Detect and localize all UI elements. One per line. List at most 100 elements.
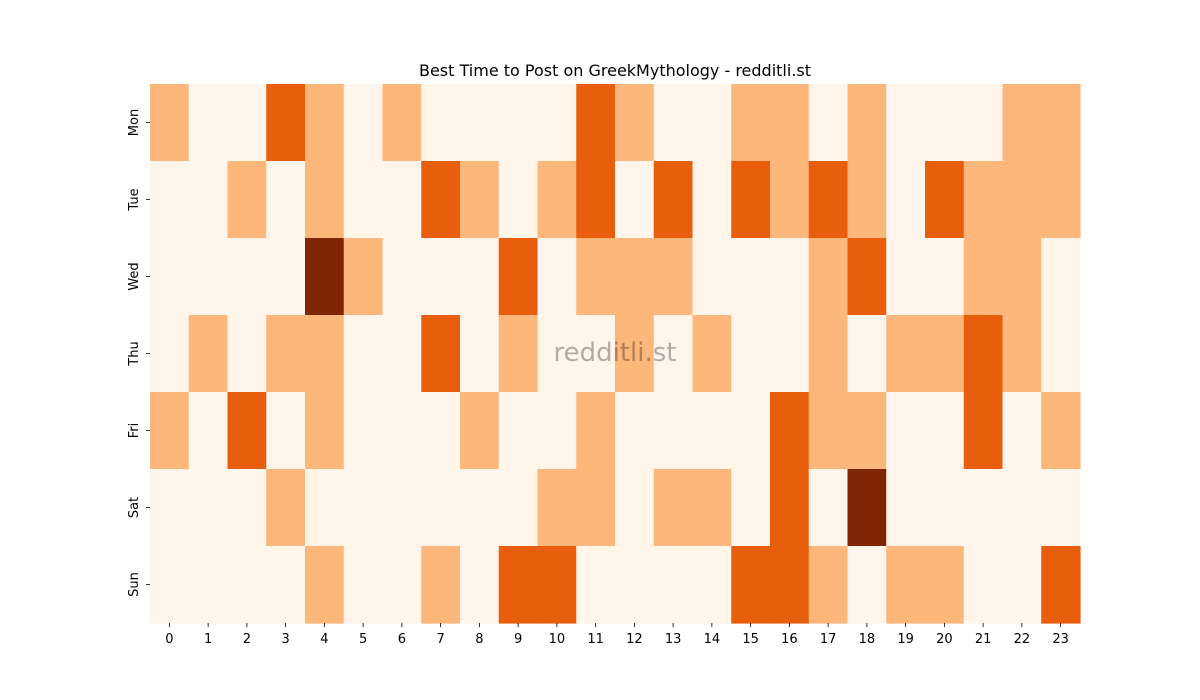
heatmap-cell-Sat-6: [382, 469, 422, 547]
heatmap-cell-Mon-13: [653, 84, 694, 162]
heatmap-cell-Sun-8: [460, 546, 500, 624]
heatmap-cell-Sat-2: [227, 469, 267, 547]
heatmap-cell-Fri-22: [1002, 392, 1042, 470]
heatmap-cell-Wed-10: [537, 238, 577, 316]
heatmap-cell-Mon-3: [266, 84, 306, 162]
heatmap-cell-Thu-1: [188, 315, 229, 393]
heatmap-cell-Sun-22: [1002, 546, 1042, 624]
heatmap-cell-Fri-1: [188, 392, 229, 470]
heatmap-cell-Wed-0: [150, 238, 190, 316]
heatmap-cell-Sat-11: [576, 469, 616, 547]
y-tick-label: Fri: [127, 423, 142, 439]
heatmap-cell-Sat-5: [343, 469, 384, 547]
heatmap-cell-Tue-21: [963, 161, 1004, 239]
heatmap-cell-Mon-1: [188, 84, 229, 162]
heatmap-cell-Tue-9: [498, 161, 539, 239]
heatmap-cell-Fri-20: [925, 392, 965, 470]
heatmap-cell-Tue-20: [925, 161, 965, 239]
heatmap-cell-Tue-16: [770, 161, 810, 239]
heatmap-cell-Fri-19: [886, 392, 926, 470]
heatmap-cell-Fri-0: [150, 392, 190, 470]
heatmap-cell-Mon-12: [615, 84, 655, 162]
x-tick-label: 10: [549, 632, 566, 647]
x-axis: 0 1 2 3 4 5 6 7 8 9 10 11 12 13 14 15 16 17 18 19 20 21 22 23: [165, 623, 1069, 647]
x-tick-label: 0: [165, 632, 173, 647]
x-tick-label: 4: [320, 632, 328, 647]
x-tick-label: 13: [665, 632, 682, 647]
heatmap-cell-Sun-3: [266, 546, 306, 624]
heatmap-cell-Fri-13: [653, 392, 694, 470]
heatmap-cell-Fri-18: [847, 392, 887, 470]
heatmap-cell-Mon-10: [537, 84, 577, 162]
heatmap-cell-Mon-23: [1041, 84, 1081, 162]
heatmap-cells: [150, 84, 1081, 624]
heatmap-cell-Sun-13: [653, 546, 694, 624]
y-tick-label: Sat: [127, 497, 142, 518]
heatmap-cell-Wed-13: [653, 238, 694, 316]
x-tick-label: 19: [897, 632, 914, 647]
heatmap-cell-Mon-11: [576, 84, 616, 162]
heatmap-cell-Sat-8: [460, 469, 500, 547]
heatmap-cell-Fri-17: [808, 392, 849, 470]
x-tick-label: 18: [859, 632, 876, 647]
heatmap-cell-Thu-9: [498, 315, 539, 393]
heatmap-cell-Sun-12: [615, 546, 655, 624]
heatmap-cell-Mon-14: [692, 84, 732, 162]
heatmap-cell-Thu-12: [615, 315, 655, 393]
x-tick-label: 20: [936, 632, 953, 647]
heatmap-cell-Thu-5: [343, 315, 384, 393]
heatmap-cell-Thu-16: [770, 315, 810, 393]
heatmap-cell-Wed-8: [460, 238, 500, 316]
heatmap-cell-Tue-17: [808, 161, 849, 239]
heatmap-cell-Tue-13: [653, 161, 694, 239]
heatmap-cell-Thu-23: [1041, 315, 1081, 393]
x-tick-label: 6: [398, 632, 406, 647]
heatmap-cell-Tue-10: [537, 161, 577, 239]
heatmap-cell-Tue-11: [576, 161, 616, 239]
watermark: redditli.st: [554, 338, 677, 368]
heatmap-cell-Fri-4: [305, 392, 345, 470]
heatmap-cell-Sat-16: [770, 469, 810, 547]
heatmap-cell-Sun-21: [963, 546, 1004, 624]
heatmap-cell-Mon-0: [150, 84, 190, 162]
heatmap-cell-Thu-11: [576, 315, 616, 393]
heatmap-cell-Sun-5: [343, 546, 384, 624]
heatmap-cell-Tue-2: [227, 161, 267, 239]
x-tick-label: 14: [704, 632, 721, 647]
heatmap-cell-Tue-14: [692, 161, 732, 239]
heatmap-cell-Tue-19: [886, 161, 926, 239]
heatmap-cell-Thu-4: [305, 315, 345, 393]
heatmap-cell-Sat-1: [188, 469, 229, 547]
heatmap-cell-Thu-13: [653, 315, 694, 393]
heatmap-cell-Mon-18: [847, 84, 887, 162]
y-tick-label: Sun: [127, 572, 142, 597]
heatmap-cell-Sun-17: [808, 546, 849, 624]
heatmap-cell-Sun-4: [305, 546, 345, 624]
heatmap-cell-Sat-14: [692, 469, 732, 547]
y-tick-label: Wed: [127, 262, 142, 290]
heatmap-cell-Fri-2: [227, 392, 267, 470]
heatmap-cell-Mon-21: [963, 84, 1004, 162]
heatmap-cell-Sun-2: [227, 546, 267, 624]
heatmap-cell-Fri-16: [770, 392, 810, 470]
heatmap-cell-Thu-2: [227, 315, 267, 393]
heatmap-cell-Fri-12: [615, 392, 655, 470]
y-tick-label: Tue: [127, 188, 142, 211]
heatmap-cell-Sun-15: [731, 546, 771, 624]
heatmap-cell-Tue-1: [188, 161, 229, 239]
heatmap-cell-Wed-5: [343, 238, 384, 316]
heatmap-cell-Tue-23: [1041, 161, 1081, 239]
heatmap-cell-Fri-11: [576, 392, 616, 470]
heatmap-cell-Sat-22: [1002, 469, 1042, 547]
heatmap-cell-Sat-4: [305, 469, 345, 547]
heatmap-cell-Sat-17: [808, 469, 849, 547]
heatmap-cell-Wed-4: [305, 238, 345, 316]
heatmap-cell-Fri-6: [382, 392, 422, 470]
heatmap-cell-Tue-6: [382, 161, 422, 239]
heatmap-cell-Wed-19: [886, 238, 926, 316]
heatmap-cell-Mon-19: [886, 84, 926, 162]
heatmap-cell-Sat-0: [150, 469, 190, 547]
heatmap-cell-Thu-3: [266, 315, 306, 393]
heatmap-cell-Mon-8: [460, 84, 500, 162]
